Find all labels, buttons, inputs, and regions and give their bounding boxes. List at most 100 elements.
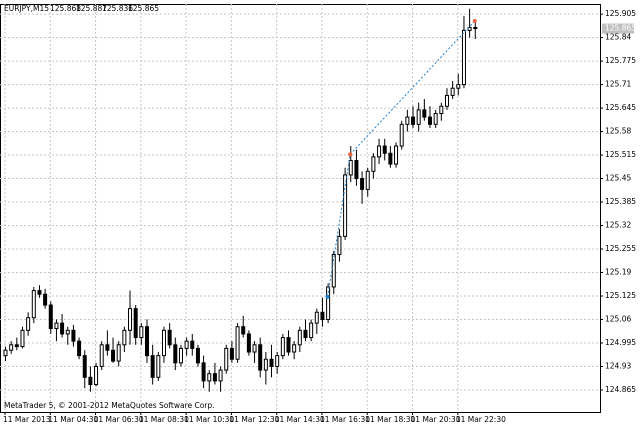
x-tick-label: 11 Mar 08:30 (139, 415, 189, 424)
y-tick-label: 125.255 (605, 244, 636, 253)
candle-body (320, 311, 325, 320)
x-tick-label: 11 Mar 12:30 (229, 415, 279, 424)
candle-body (394, 145, 399, 165)
candle-body (275, 355, 280, 367)
trade-marker (472, 18, 477, 23)
candle-body (422, 109, 427, 118)
y-tick-label: 125.125 (605, 291, 636, 300)
candle-body (229, 347, 234, 360)
candle-body (105, 344, 110, 351)
candle-body (252, 344, 257, 353)
candle-body (286, 337, 291, 353)
candle-body (128, 308, 133, 331)
trade-marker (325, 294, 330, 299)
ohlc-high: 125.887 (76, 4, 107, 13)
candle-body (314, 311, 319, 324)
y-tick-label: 125.58 (605, 127, 631, 136)
candle-body (473, 26, 478, 30)
y-tick-label: 125.775 (605, 56, 636, 65)
candle-body (365, 170, 370, 190)
candle-body (122, 329, 127, 346)
candle-body (99, 344, 104, 367)
candle-body (60, 322, 65, 335)
candle-body (280, 337, 285, 357)
ohlc-low: 125.836 (102, 4, 133, 13)
candle-body (461, 29, 466, 86)
candle-body (399, 123, 404, 147)
y-tick-label: 124.93 (605, 361, 631, 370)
candle-body (439, 105, 444, 114)
candle-body (161, 329, 166, 357)
candle-body (246, 333, 251, 353)
candle-body (337, 235, 342, 255)
candle-body (212, 373, 217, 382)
candle-body (88, 376, 93, 386)
candle-body (31, 290, 36, 319)
candle-body (145, 326, 149, 357)
candle-body (411, 116, 416, 125)
candle-body (77, 340, 82, 357)
x-tick-label: 11 Mar 14:30 (275, 415, 325, 424)
candle-body (303, 329, 308, 339)
candle-body (3, 349, 8, 357)
candle-body (150, 355, 155, 378)
y-tick-label: 125.645 (605, 103, 636, 112)
y-tick-label: 124.865 (605, 385, 636, 394)
candle-body (388, 152, 393, 165)
candle-body (65, 329, 70, 335)
candle-body (263, 358, 268, 371)
candle-body (467, 26, 472, 31)
candle-body (173, 344, 178, 364)
y-tick-label: 125.45 (605, 174, 631, 183)
candle-body (382, 145, 387, 154)
candle-body (235, 326, 240, 360)
candle-body (377, 145, 382, 158)
price-label-bg (602, 23, 634, 34)
candle-body (178, 347, 183, 364)
candle-body (111, 349, 116, 362)
candle-body (371, 156, 376, 172)
y-tick-label: 125.71 (605, 80, 631, 89)
plot-frame (0, 4, 601, 413)
marks (3, 8, 478, 392)
candle-body (241, 326, 246, 335)
candle-body (54, 322, 59, 330)
y-tick-label: 125.905 (605, 9, 636, 18)
candle-body (133, 308, 138, 339)
x-tick-label: 11 Mar 2013 (3, 415, 51, 424)
footer: MetaTrader 5, © 2001-2012 MetaQuotes Sof… (4, 401, 215, 410)
price-label: 125.865 (605, 24, 636, 33)
candle-body (26, 317, 31, 331)
candle-body (71, 329, 76, 342)
symbol: EURJPY,M15 (4, 4, 49, 13)
candle-body (82, 355, 87, 378)
y-tick-label: 125.06 (605, 314, 631, 323)
candle-body (201, 362, 206, 382)
candle-body (224, 347, 229, 371)
candle-body (116, 344, 121, 362)
candle-body (456, 84, 461, 89)
candle-body (450, 87, 455, 96)
trade-line (327, 154, 351, 297)
candle-body (94, 365, 99, 386)
candle-body (167, 329, 172, 346)
candle-body (416, 109, 421, 125)
trade-line (349, 20, 476, 155)
ohlc-open: 125.868 (50, 4, 81, 13)
candle-body (218, 369, 223, 382)
candle-body (48, 304, 53, 330)
candle-body (269, 358, 274, 367)
y-tick-label: 125.32 (605, 221, 631, 230)
x-tick-label: 11 Mar 10:30 (184, 415, 234, 424)
x-tick-label: 11 Mar 22:30 (456, 415, 506, 424)
candle-body (348, 159, 353, 176)
candle-body (326, 286, 331, 320)
y-tick-label: 125.84 (605, 33, 631, 42)
candle-body (331, 253, 336, 288)
candle-body (9, 344, 14, 351)
candle-body (184, 340, 189, 349)
candle-body (405, 116, 410, 125)
candle-body (20, 329, 25, 348)
